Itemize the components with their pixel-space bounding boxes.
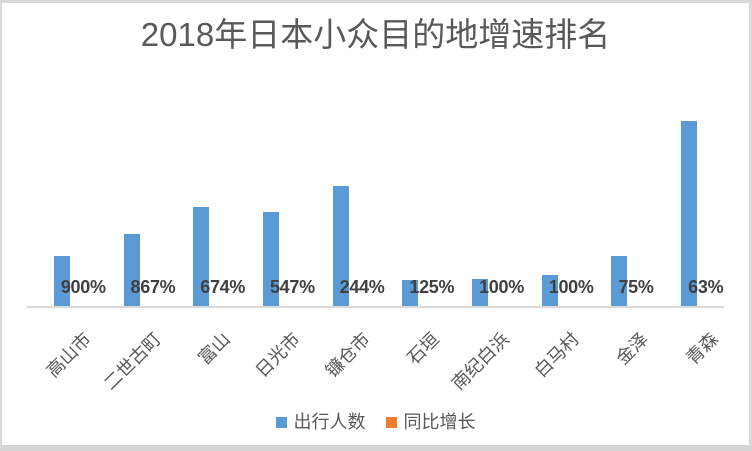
legend-swatch-icon (385, 416, 397, 428)
category-slot: 75% 金泽 (585, 103, 655, 368)
growth-data-label: 100% (479, 277, 524, 297)
travelers-bar (262, 212, 279, 306)
category-slot: 867% 二世古町 (97, 103, 176, 394)
growth-data-label: 244% (339, 277, 385, 297)
x-axis-label: 高山市 (42, 328, 95, 382)
legend-label: 同比增长 (403, 412, 476, 432)
travelers-bar (53, 256, 70, 306)
x-axis-label: 白马村 (530, 328, 583, 382)
legend-label: 出行人数 (293, 412, 366, 432)
category-slot: 244% 镰仓市 (306, 103, 385, 381)
chart-title: 2018年日本小众目的地增速排名 (140, 16, 611, 53)
x-axis-label: 日光市 (251, 328, 304, 382)
legend-swatch-icon (275, 416, 287, 428)
category-slot: 547% 日光市 (236, 103, 315, 381)
travelers-bar (541, 275, 558, 306)
x-axis-label: 富山 (194, 328, 235, 369)
travelers-bar (681, 121, 698, 306)
growth-data-label: 63% (688, 277, 724, 297)
category-slot: 900% 高山市 (27, 103, 106, 381)
x-axis-label: 青森 (682, 328, 723, 369)
x-axis-label: 二世古町 (99, 328, 165, 394)
travelers-bar (611, 256, 628, 306)
x-axis-label: 石垣 (403, 328, 444, 369)
x-axis-label: 金泽 (612, 328, 653, 369)
growth-data-label: 125% (409, 277, 455, 297)
travelers-bar (332, 186, 349, 306)
plot-area: 900% 高山市 867% 二世古町 674% 富山 547% 日光市 244% 镰仓市 125% 石… (27, 103, 724, 394)
x-axis-label: 南纪白浜 (447, 328, 514, 394)
growth-data-label: 75% (618, 277, 654, 297)
growth-data-label: 100% (548, 277, 594, 297)
travelers-bar (193, 207, 210, 306)
growth-data-label: 547% (269, 277, 315, 297)
legend-item: 出行人数 (275, 408, 366, 434)
x-axis-label: 镰仓市 (321, 328, 374, 382)
category-slot: 63% 青森 (654, 103, 724, 368)
category-slot: 674% 富山 (166, 103, 245, 368)
category-slot: 100% 南纪白浜 (445, 103, 524, 394)
category-slot: 100% 白马村 (515, 103, 594, 381)
growth-data-label: 674% (200, 277, 246, 297)
travelers-bar (402, 280, 419, 306)
legend-item: 同比增长 (385, 408, 476, 434)
legend: 出行人数 同比增长 (2, 408, 749, 434)
travelers-bar (472, 279, 489, 306)
category-slots: 900% 高山市 867% 二世古町 674% 富山 547% 日光市 244% 镰仓市 125% 石… (27, 103, 724, 394)
travelers-bar (123, 234, 140, 306)
category-slot: 125% 石垣 (376, 103, 455, 368)
growth-data-label: 900% (60, 277, 106, 297)
growth-data-label: 867% (130, 277, 176, 297)
